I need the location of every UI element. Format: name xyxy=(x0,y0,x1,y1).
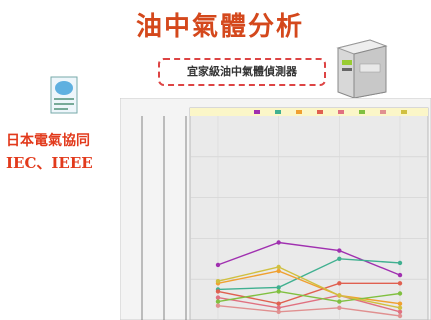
page-title: 油中氣體分析 xyxy=(135,12,304,42)
product-subtitle: 宜家級油中氣體偵測器 xyxy=(158,58,326,86)
data-point xyxy=(337,256,342,261)
association-block: 日本電氣協同 IEC、IEEE xyxy=(6,130,121,174)
legend-swatch xyxy=(380,110,386,114)
series-line xyxy=(217,294,401,313)
legend-swatch xyxy=(296,110,302,114)
data-point xyxy=(276,264,281,270)
legend-swatch xyxy=(317,110,323,114)
document-icon xyxy=(50,76,78,114)
data-point xyxy=(397,260,403,266)
data-point xyxy=(397,313,403,319)
legend-swatch xyxy=(359,110,365,114)
legend-swatch xyxy=(275,110,281,114)
association-standards: IEC、IEEE xyxy=(6,154,93,172)
series-line xyxy=(217,258,401,291)
data-point xyxy=(397,281,403,286)
series-line xyxy=(217,290,401,303)
data-point xyxy=(397,272,403,278)
data-point xyxy=(276,309,281,314)
legend-swatch xyxy=(338,110,344,114)
data-point xyxy=(215,299,221,304)
data-point xyxy=(276,301,281,306)
series-line xyxy=(217,266,401,309)
data-point xyxy=(276,268,281,274)
association-name: 日本電氣協同 xyxy=(6,133,90,149)
plot-area xyxy=(189,107,429,320)
data-point xyxy=(397,309,403,314)
data-point xyxy=(397,301,403,306)
data-point xyxy=(337,281,342,286)
data-point xyxy=(397,305,403,310)
series-line xyxy=(217,270,401,305)
legend-strip xyxy=(190,108,428,116)
data-point xyxy=(276,285,281,290)
data-point xyxy=(215,295,221,300)
gas-trend-chart xyxy=(120,98,431,320)
data-point xyxy=(276,289,281,294)
legend-swatch xyxy=(401,110,407,114)
data-point xyxy=(276,240,281,245)
series-line xyxy=(217,241,401,276)
data-point xyxy=(337,293,342,298)
data-point xyxy=(397,291,403,296)
data-point xyxy=(215,279,221,284)
data-point xyxy=(337,305,342,310)
data-point xyxy=(215,303,221,308)
data-point xyxy=(215,289,221,294)
detector-device-icon xyxy=(336,39,388,99)
legend-swatch xyxy=(254,110,260,114)
data-point xyxy=(215,262,221,268)
series-line xyxy=(217,305,401,317)
data-point xyxy=(337,299,342,304)
data-point xyxy=(276,305,281,310)
data-point xyxy=(337,248,342,253)
series-line xyxy=(217,282,400,305)
